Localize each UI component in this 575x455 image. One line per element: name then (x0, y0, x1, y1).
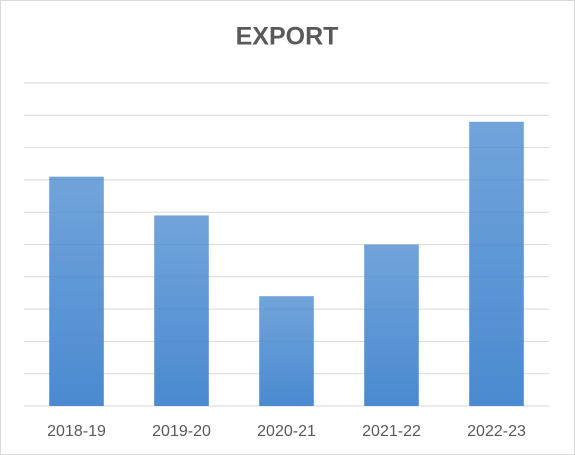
bar (469, 121, 524, 406)
x-tick-label: 2020-21 (257, 423, 316, 440)
x-tick-label: 2022-23 (467, 423, 526, 440)
chart-title: EXPORT (236, 23, 339, 51)
x-tick-label: 2018-19 (47, 423, 106, 440)
x-tick-label: 2021-22 (362, 423, 421, 440)
bar (364, 244, 419, 406)
bar (49, 176, 104, 406)
bar (259, 296, 314, 406)
bar (154, 215, 209, 406)
x-tick-label: 2019-20 (152, 423, 211, 440)
